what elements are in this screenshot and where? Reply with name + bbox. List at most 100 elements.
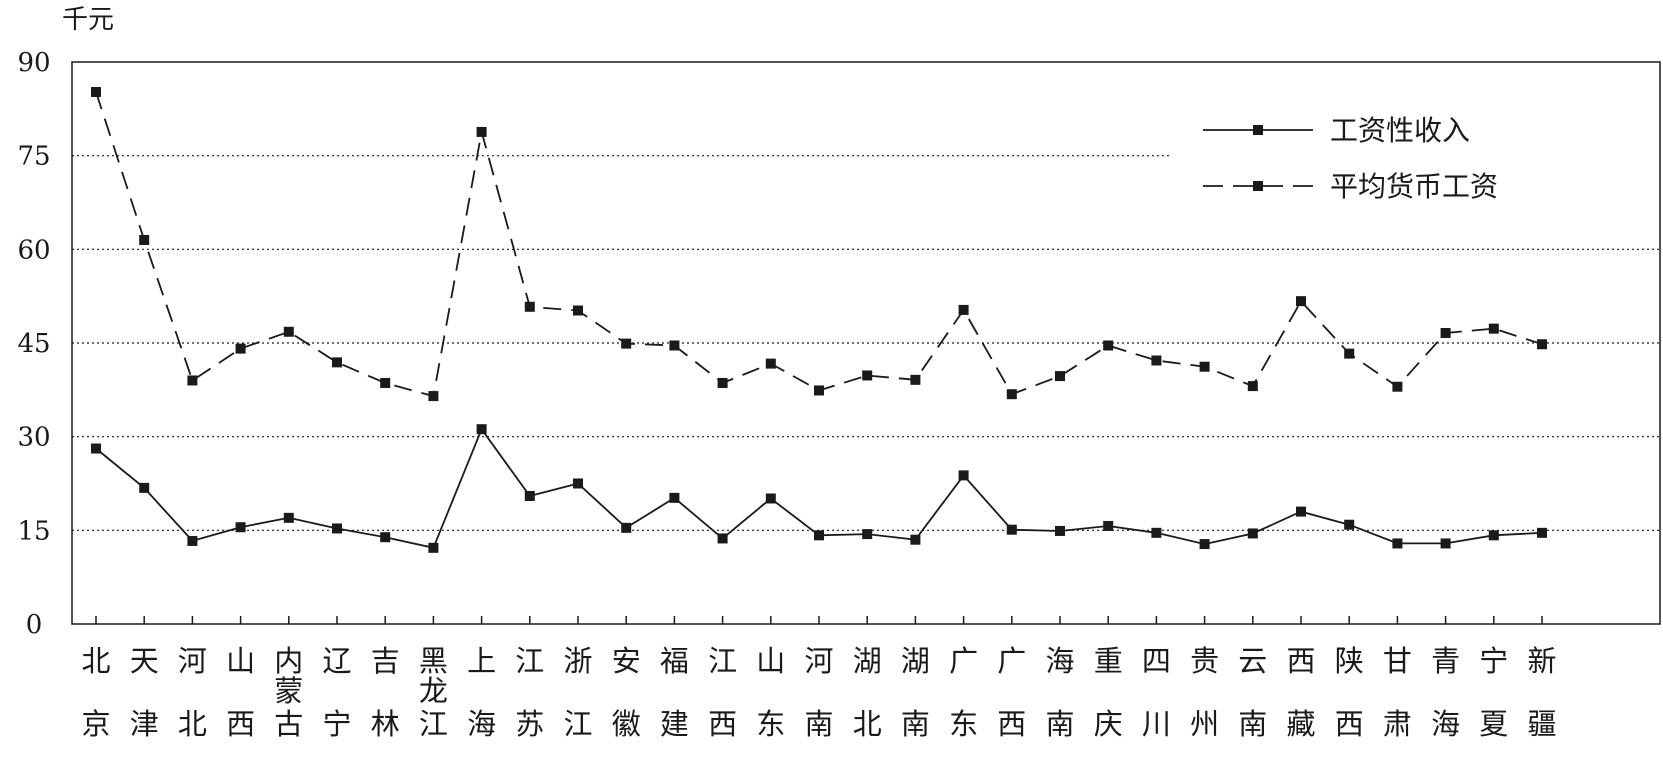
x-tick-label: 徽 bbox=[612, 707, 641, 741]
data-point bbox=[1440, 538, 1451, 549]
data-point bbox=[958, 470, 969, 481]
data-point bbox=[765, 493, 776, 504]
data-point bbox=[669, 340, 680, 351]
x-tick-label: 西 bbox=[997, 707, 1026, 741]
data-point bbox=[1392, 381, 1403, 392]
plot-frame bbox=[71, 61, 1661, 625]
data-point bbox=[235, 343, 246, 354]
data-point bbox=[428, 542, 439, 553]
data-point bbox=[573, 478, 583, 489]
x-tick-label: 黑 bbox=[419, 644, 448, 678]
x-tick-label: 南 bbox=[901, 707, 930, 741]
data-point bbox=[1440, 328, 1451, 339]
data-point bbox=[1344, 519, 1355, 530]
x-tick-label: 江 bbox=[708, 644, 737, 678]
x-tick-label: 东 bbox=[949, 707, 978, 741]
data-point bbox=[1488, 530, 1499, 541]
grid-lines bbox=[72, 155, 1660, 531]
x-tick-label: 内 bbox=[274, 644, 303, 678]
data-point bbox=[573, 305, 583, 316]
x-tick-label: 四 bbox=[1142, 644, 1171, 678]
data-point bbox=[187, 375, 198, 386]
x-tick-label: 北 bbox=[178, 707, 207, 741]
series-line-2 bbox=[95, 91, 1543, 398]
data-point bbox=[1103, 520, 1114, 531]
data-point bbox=[1006, 524, 1017, 535]
y-tick-label: 90 bbox=[17, 48, 50, 78]
data-point bbox=[1055, 371, 1065, 382]
data-point bbox=[1199, 361, 1210, 372]
data-point bbox=[187, 535, 198, 546]
x-tick-label: 林 bbox=[371, 707, 400, 741]
x-tick-label: 海 bbox=[1045, 644, 1074, 678]
data-point bbox=[814, 530, 824, 541]
x-tick-label: 龙 bbox=[419, 674, 448, 708]
data-point bbox=[283, 512, 294, 523]
legend-label: 工资性收入 bbox=[1330, 114, 1470, 147]
data-point bbox=[1151, 527, 1162, 538]
data-point bbox=[1151, 355, 1162, 366]
data-point bbox=[1488, 323, 1499, 334]
data-point bbox=[1247, 381, 1258, 392]
data-point bbox=[1055, 525, 1065, 536]
data-point bbox=[1296, 296, 1306, 307]
data-point bbox=[1392, 538, 1403, 549]
x-tick-label: 蒙 bbox=[274, 674, 303, 708]
x-tick-label: 夏 bbox=[1479, 707, 1508, 741]
data-point bbox=[91, 86, 101, 97]
x-tick-label: 北 bbox=[853, 707, 882, 741]
data-point bbox=[814, 385, 824, 396]
x-tick-label: 南 bbox=[804, 707, 833, 741]
legend-marker bbox=[1253, 181, 1263, 191]
x-tick-label: 建 bbox=[660, 707, 689, 741]
x-tick-label: 甘 bbox=[1383, 644, 1412, 678]
x-tick-label: 西 bbox=[226, 707, 255, 741]
x-tick-label: 浙 bbox=[563, 644, 592, 678]
data-point bbox=[910, 534, 921, 545]
x-tick-label: 江 bbox=[515, 644, 544, 678]
data-point bbox=[476, 424, 487, 435]
x-tick-label: 山 bbox=[226, 644, 255, 678]
x-tick-label: 古 bbox=[274, 707, 303, 741]
data-point bbox=[332, 357, 342, 368]
data-point bbox=[910, 374, 921, 385]
data-point bbox=[476, 126, 487, 137]
x-tick-label: 贵 bbox=[1190, 644, 1219, 678]
data-point bbox=[380, 377, 391, 388]
x-tick-label: 西 bbox=[708, 707, 737, 741]
x-tick-label: 西 bbox=[1286, 644, 1315, 678]
x-tick-label: 陕 bbox=[1335, 644, 1364, 678]
data-point bbox=[139, 234, 150, 245]
x-tick-label: 津 bbox=[130, 707, 159, 741]
data-point bbox=[1344, 348, 1355, 359]
data-point bbox=[524, 301, 535, 312]
data-point bbox=[380, 532, 391, 543]
x-tick-label: 南 bbox=[1238, 707, 1267, 741]
x-tick-label: 河 bbox=[178, 644, 207, 678]
data-point bbox=[332, 523, 342, 534]
x-tick-label: 疆 bbox=[1527, 707, 1556, 741]
data-point bbox=[621, 338, 632, 349]
x-tick-label: 西 bbox=[1335, 707, 1364, 741]
x-axis-ticks: 北京天津河北山西内蒙古辽宁吉林黑龙江上海江苏浙江安徽福建江西山东河南湖北湖南广东… bbox=[81, 616, 1557, 741]
data-point bbox=[765, 358, 776, 369]
x-tick-label: 海 bbox=[467, 707, 496, 741]
data-point bbox=[862, 370, 873, 381]
y-axis-ticks: 0 15 30 45 60 75 90 bbox=[17, 48, 50, 640]
x-tick-label: 东 bbox=[756, 707, 785, 741]
x-tick-label: 南 bbox=[1045, 707, 1074, 741]
x-tick-label: 上 bbox=[467, 644, 496, 678]
x-tick-label: 州 bbox=[1190, 707, 1219, 741]
x-tick-label: 新 bbox=[1527, 644, 1556, 678]
data-point bbox=[524, 490, 535, 501]
x-tick-label: 青 bbox=[1431, 644, 1460, 678]
data-point bbox=[1103, 340, 1114, 351]
data-point bbox=[428, 391, 439, 402]
x-tick-label: 海 bbox=[1431, 707, 1460, 741]
x-tick-label: 苏 bbox=[515, 707, 544, 741]
x-tick-label: 山 bbox=[756, 644, 785, 678]
x-tick-label: 肃 bbox=[1383, 707, 1412, 741]
x-tick-label: 天 bbox=[130, 644, 159, 678]
